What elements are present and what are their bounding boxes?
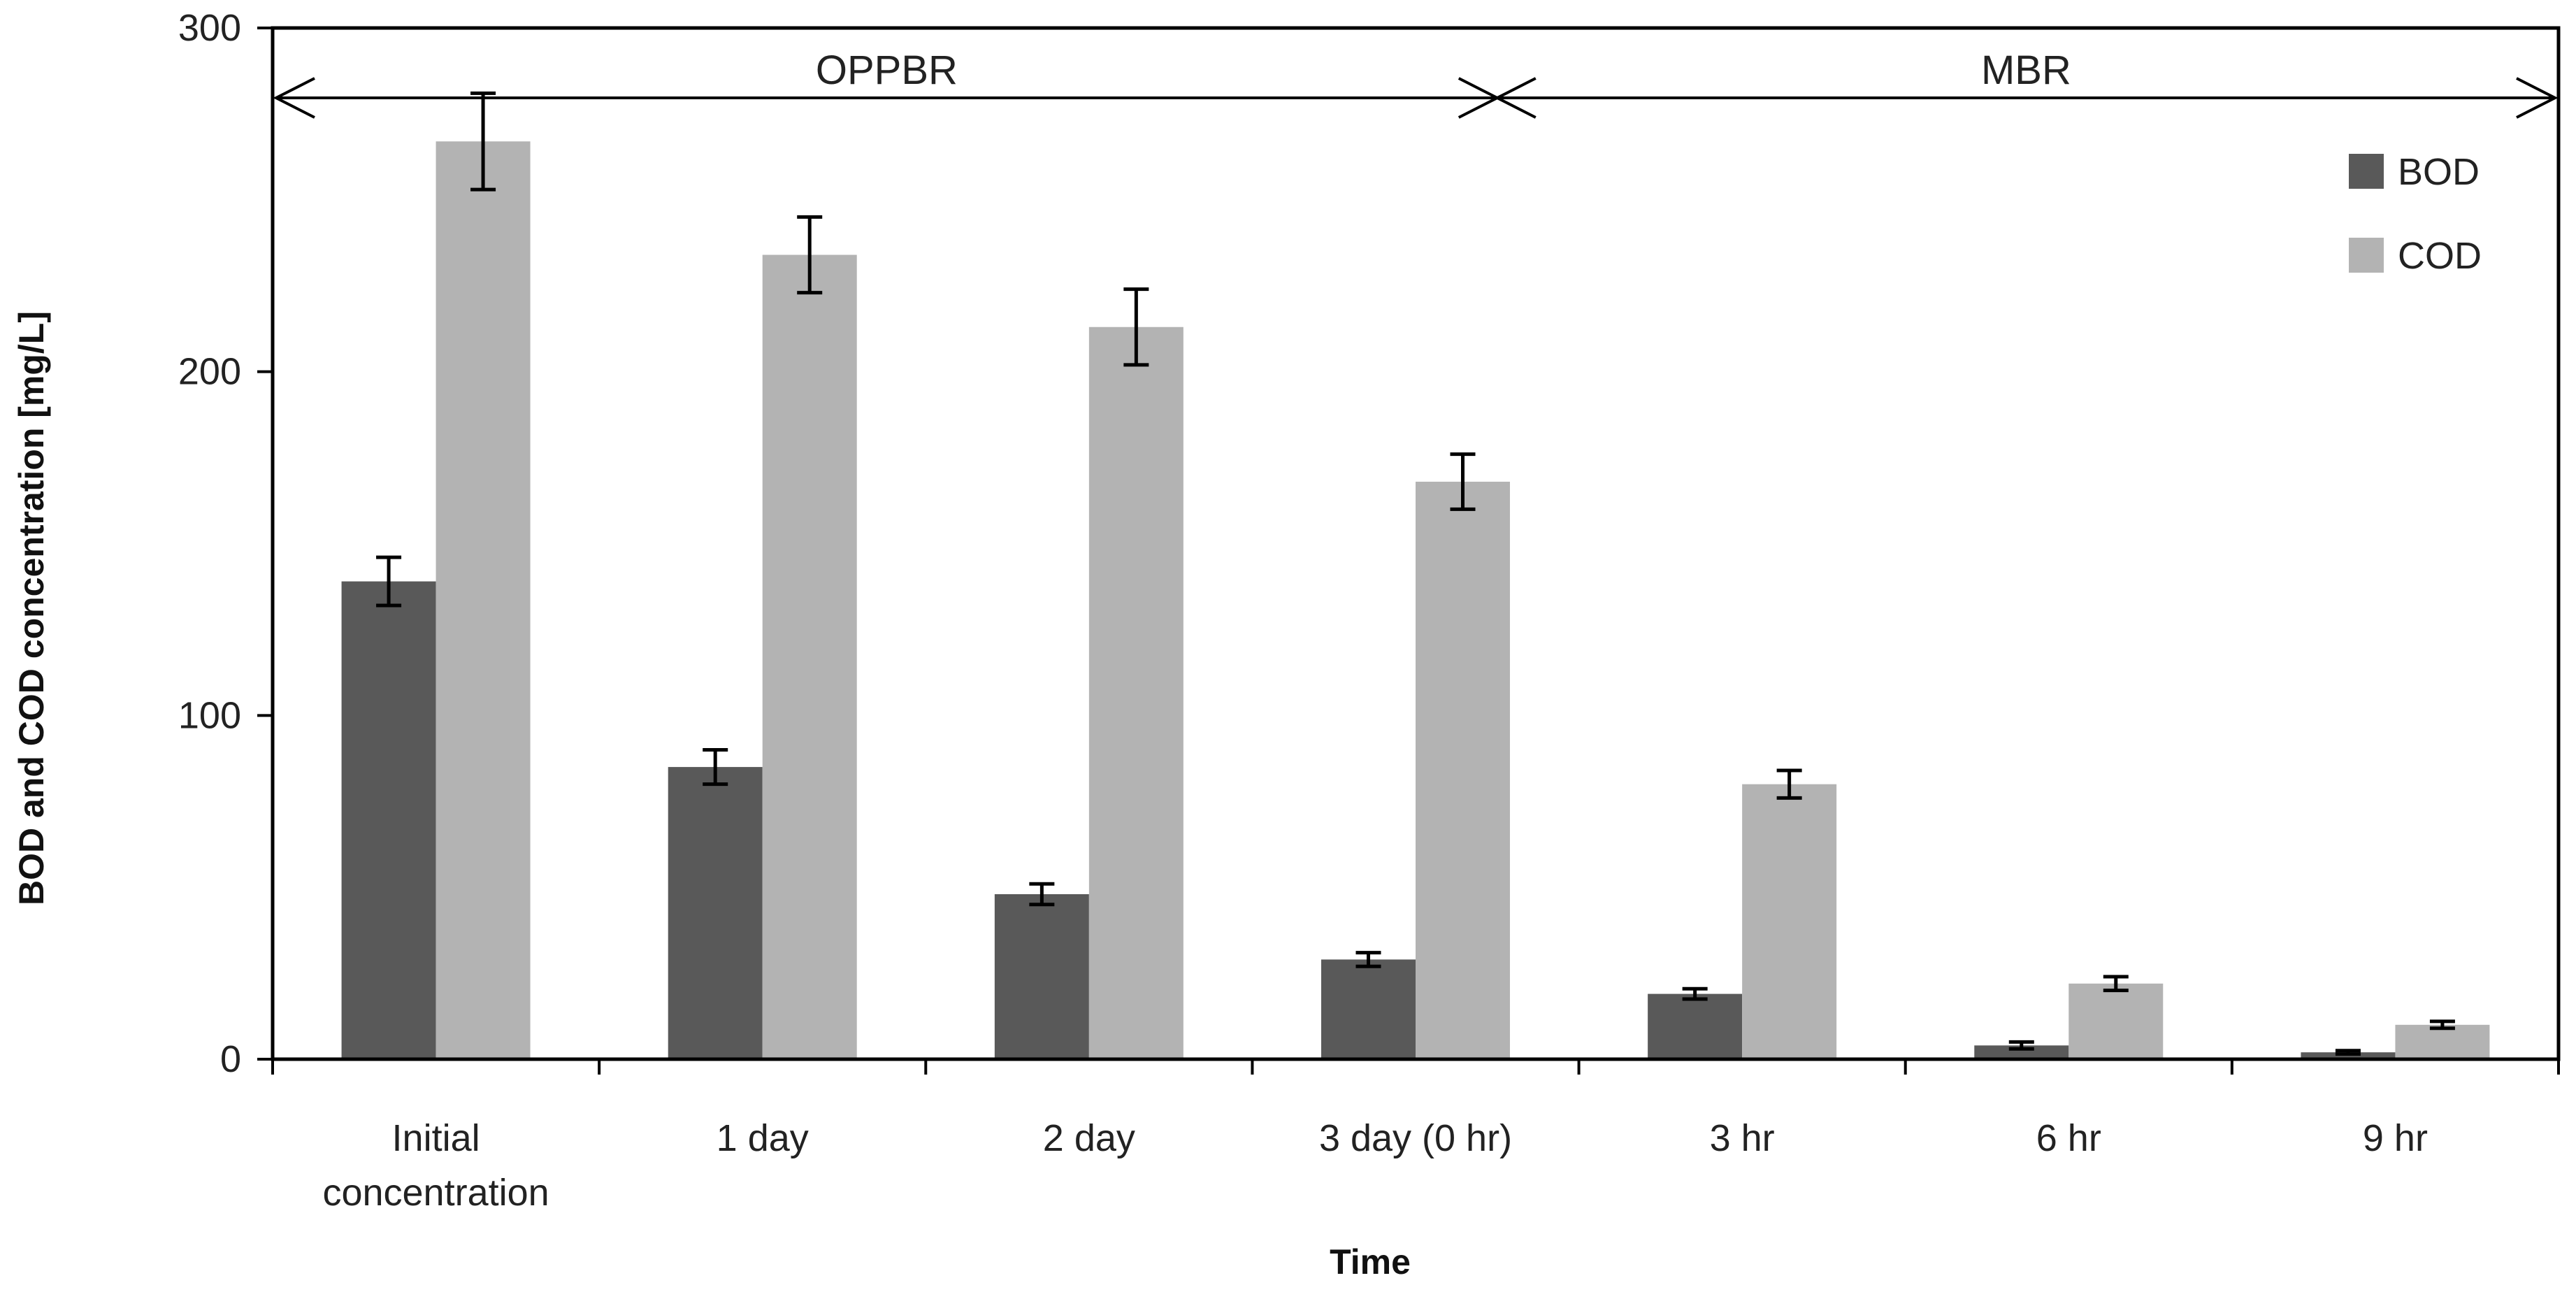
bars-group bbox=[341, 141, 2490, 1059]
error-bar-bod-3 bbox=[1355, 951, 1381, 968]
x-tick-label-line: 2 day bbox=[1043, 1117, 1135, 1159]
bar-cod-5 bbox=[2068, 983, 2164, 1059]
error-bar-bod-4 bbox=[1682, 986, 1708, 1001]
phase-arrow-head-left bbox=[273, 77, 315, 119]
x-tick-label-line: 6 hr bbox=[2036, 1117, 2101, 1159]
bar-bod-4 bbox=[1648, 993, 1743, 1059]
error-bar-bod-0 bbox=[376, 555, 402, 608]
bar-cod-2 bbox=[1088, 326, 1183, 1059]
axes-group bbox=[257, 26, 2561, 1075]
error-bar-bod-5 bbox=[2008, 1040, 2034, 1051]
x-tick-label-line: 3 day (0 hr) bbox=[1319, 1117, 1512, 1159]
legend-label-cod: COD bbox=[2398, 235, 2482, 277]
phase-label-mbr: MBR bbox=[1981, 48, 2071, 93]
x-tick-label-line: 1 day bbox=[717, 1117, 809, 1159]
legend-swatch-bod bbox=[2349, 154, 2384, 189]
legend-item-bod: BOD bbox=[2349, 151, 2480, 193]
legend-item-cod: COD bbox=[2349, 235, 2482, 277]
bar-bod-1 bbox=[668, 767, 763, 1059]
error-bar-cod-4 bbox=[1776, 768, 1802, 800]
x-axis-title: Time bbox=[1330, 1242, 1411, 1282]
x-tick-label-4: 3 hr bbox=[1710, 1117, 1775, 1159]
legend-label-bod: BOD bbox=[2398, 151, 2480, 193]
error-bar-cod-6 bbox=[2429, 1019, 2455, 1031]
x-tick-label-6: 9 hr bbox=[2363, 1117, 2428, 1159]
error-bar-bod-6 bbox=[2335, 1049, 2361, 1056]
y-tick-label: 200 bbox=[178, 351, 241, 393]
bar-cod-6 bbox=[2395, 1024, 2490, 1059]
phase-arrow-head-left bbox=[1494, 77, 1537, 119]
x-tick-label-5: 6 hr bbox=[2036, 1117, 2101, 1159]
error-bar-bod-1 bbox=[703, 748, 728, 787]
x-tick-label-3: 3 day (0 hr) bbox=[1319, 1117, 1512, 1159]
error-bar-cod-2 bbox=[1123, 287, 1149, 367]
y-tick-label: 0 bbox=[220, 1038, 241, 1080]
bar-bod-3 bbox=[1321, 959, 1416, 1059]
error-bar-cod-1 bbox=[797, 215, 823, 295]
phase-label-oppbr: OPPBR bbox=[816, 48, 958, 93]
x-tick-label-2: 2 day bbox=[1043, 1117, 1135, 1159]
x-tick-label-1: 1 day bbox=[717, 1117, 809, 1159]
error-bar-cod-5 bbox=[2103, 975, 2129, 993]
bar-bod-0 bbox=[341, 581, 436, 1059]
y-tick-label: 100 bbox=[178, 694, 241, 736]
legend: BOD COD bbox=[2349, 151, 2482, 277]
bar-cod-0 bbox=[436, 141, 531, 1059]
y-tick-label: 300 bbox=[178, 7, 241, 49]
phase-arrow-mbr bbox=[1494, 77, 2559, 119]
x-tick-label-0: Initial concentration bbox=[322, 1117, 549, 1214]
tick-labels-group: 0 100 200 300 Initial concentration 1 day 2 day… bbox=[178, 7, 2428, 1214]
y-axis-title: BOD and COD concentration [mg/L] bbox=[12, 311, 51, 905]
bar-cod-1 bbox=[762, 254, 857, 1059]
phase-arrow-head-right bbox=[2516, 77, 2559, 119]
legend-swatch-cod bbox=[2349, 238, 2384, 273]
bar-bod-2 bbox=[994, 894, 1089, 1059]
bar-bod-5 bbox=[1974, 1045, 2069, 1059]
x-tick-label-line: 3 hr bbox=[1710, 1117, 1775, 1159]
bar-cod-4 bbox=[1742, 784, 1837, 1059]
phase-annotations-group: OPPBR MBR bbox=[273, 48, 2559, 119]
x-tick-label-line: 9 hr bbox=[2363, 1117, 2428, 1159]
x-tick-label-line: Initial bbox=[392, 1117, 480, 1159]
error-bar-cod-0 bbox=[470, 91, 496, 192]
plot-area-border bbox=[271, 26, 2561, 1061]
x-tick-label-line: concentration bbox=[322, 1172, 549, 1214]
error-bar-cod-3 bbox=[1450, 452, 1476, 511]
error-bars-group bbox=[376, 91, 2455, 1056]
bar-cod-3 bbox=[1416, 482, 1510, 1059]
error-bar-bod-2 bbox=[1029, 882, 1055, 907]
